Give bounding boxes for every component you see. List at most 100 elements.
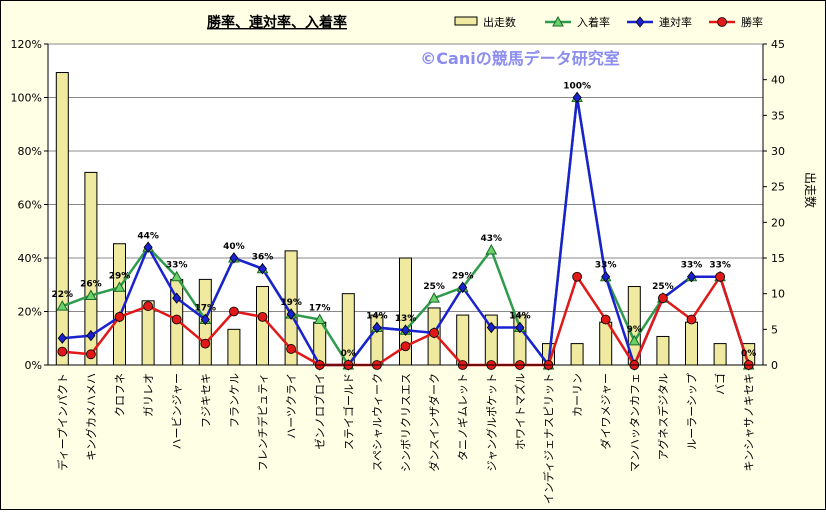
- data-label: 22%: [52, 290, 74, 300]
- x-tick-label: ダイワメジャー: [599, 373, 613, 449]
- axes: 0% 20% 40% 60% 80% 100% 120% 0 5 10 15 20 25 30 35 40 45…: [11, 38, 785, 504]
- marker: [200, 338, 211, 349]
- bar: [256, 286, 269, 366]
- data-label: 14%: [509, 312, 531, 322]
- x-tick-label: ルーラーシップ: [686, 373, 699, 450]
- data-label: 43%: [481, 234, 503, 244]
- x-tick-label: フレンチデピュティ: [256, 373, 270, 471]
- data-label: 9%: [627, 325, 642, 335]
- marker: [715, 271, 725, 282]
- data-label: 29%: [452, 271, 474, 281]
- y2-tick-label: 25: [771, 181, 785, 194]
- y-tick-label: 120%: [11, 38, 42, 51]
- marker: [400, 341, 411, 352]
- legend: 出走数 入着率 連対率 勝率: [454, 15, 763, 29]
- y-tick-label: 40%: [18, 252, 42, 265]
- data-label: 0%: [741, 349, 756, 359]
- data-label: 33%: [709, 261, 731, 271]
- bar: [227, 328, 241, 366]
- data-label: 100%: [563, 82, 591, 92]
- x-tick-label: ホワイトマズル: [513, 373, 527, 450]
- marker: [172, 292, 182, 304]
- data-label: 33%: [681, 261, 703, 271]
- x-tick-label: フジキセキ: [199, 373, 212, 428]
- marker: [228, 306, 239, 317]
- marker: [313, 313, 326, 325]
- x-tick-label: ジャングルポケット: [484, 373, 498, 471]
- x-tick-label: インディジェナスピリット: [542, 373, 556, 504]
- marker: [114, 311, 125, 322]
- x-tick-label: キングカメハメハ: [84, 373, 98, 461]
- marker: [485, 243, 498, 255]
- data-labels: 22% 26% 29% 44% 33% 17% 40% 36% 19% 17% 0% 14% 13% 25…: [52, 82, 757, 360]
- data-label: 19%: [280, 298, 302, 308]
- bar: [570, 343, 584, 366]
- y-tick-label: 0%: [25, 359, 42, 372]
- chart-title: 勝率、連対率、入着率: [207, 14, 347, 31]
- y2-tick-label: 40: [771, 74, 785, 87]
- bar: [55, 72, 69, 366]
- marker: [628, 334, 641, 346]
- marker: [171, 314, 182, 325]
- marker: [572, 271, 582, 282]
- marker: [600, 314, 611, 325]
- marker: [57, 346, 68, 357]
- bar: [685, 321, 698, 366]
- y-tick-label: 20%: [18, 306, 42, 319]
- y-tick-label: 80%: [18, 145, 42, 158]
- y2-tick-label: 5: [771, 323, 778, 336]
- data-label: 25%: [423, 282, 445, 292]
- x-tick-label: バゴ: [713, 373, 727, 395]
- x-tick-label: カーリン: [571, 373, 584, 417]
- legend-label: 連対率: [659, 15, 692, 29]
- data-label: 44%: [137, 231, 159, 241]
- x-tick-label: ハービンジャー: [171, 373, 184, 449]
- marker: [56, 300, 69, 311]
- bar: [713, 343, 727, 366]
- marker: [572, 91, 582, 104]
- data-label: 0%: [341, 349, 356, 359]
- marker: [658, 293, 668, 304]
- line-markers: [56, 91, 755, 371]
- marker: [286, 344, 297, 354]
- y2-tick-label: 30: [771, 145, 785, 158]
- data-label: 33%: [166, 261, 188, 271]
- data-label: 36%: [252, 253, 274, 263]
- x-tick-label: マンハッタンカフェ: [628, 373, 641, 472]
- marker: [458, 281, 468, 294]
- y2-axis-label: 出走数: [803, 172, 818, 208]
- data-label: 33%: [595, 261, 617, 271]
- y2-tick-label: 20: [771, 216, 785, 229]
- x-tick-label: シンボリクリスエス: [400, 373, 413, 472]
- marker: [57, 332, 67, 344]
- y2-tick-label: 35: [771, 109, 785, 122]
- bar: [599, 321, 613, 366]
- legend-label: 出走数: [483, 15, 516, 29]
- legend-label: 勝率: [741, 15, 763, 29]
- legend-swatch: [454, 16, 478, 26]
- data-label: 26%: [80, 279, 102, 289]
- x-tick-label: ダンスインザダーク: [427, 373, 441, 472]
- marker: [686, 271, 697, 283]
- x-tick-label: スペシャルウィーク: [371, 373, 384, 471]
- marker: [717, 17, 727, 27]
- x-tick-label: ガリレオ: [142, 373, 155, 417]
- marker: [552, 15, 564, 27]
- marker: [428, 292, 440, 303]
- y-tick-label: 100%: [11, 92, 42, 105]
- marker: [515, 321, 525, 334]
- x-tick-label: アグネスデジタル: [656, 373, 670, 460]
- y-tick-label: 60%: [18, 199, 42, 212]
- marker: [200, 313, 210, 326]
- x-tick-label: キンシャサノキセキ: [743, 373, 756, 471]
- marker: [143, 241, 153, 253]
- marker: [86, 349, 96, 360]
- marker: [170, 270, 183, 282]
- marker: [257, 263, 268, 275]
- x-tick-label: クロフネ: [114, 373, 127, 417]
- marker: [372, 321, 382, 334]
- data-label: 40%: [223, 242, 245, 252]
- y2-tick-label: 0: [771, 359, 778, 372]
- marker: [635, 16, 645, 28]
